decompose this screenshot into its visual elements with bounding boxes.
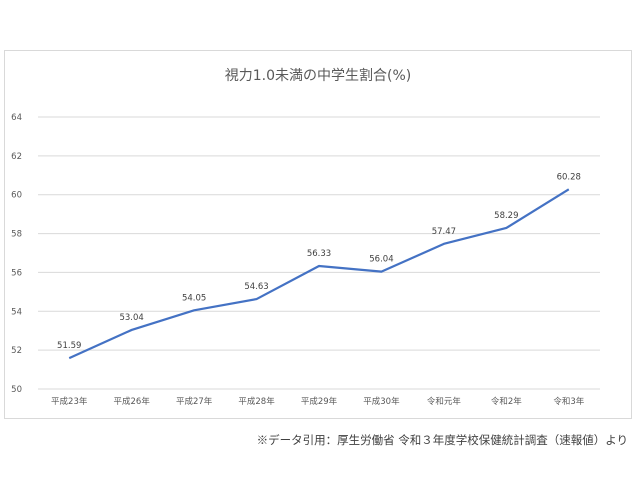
data-label: 53.04	[119, 313, 143, 323]
y-tick-label: 62	[11, 152, 22, 162]
y-tick-label: 60	[11, 191, 22, 201]
data-label: 51.59	[57, 341, 81, 351]
y-tick-label: 58	[11, 230, 22, 240]
data-label: 58.29	[494, 211, 518, 221]
x-axis-tick-labels: 平成23年 平成26年 平成27年 平成28年 平成29年 平成30年 令和元年 令和2年 令和…	[51, 396, 585, 407]
y-tick-label: 54	[11, 307, 22, 317]
y-tick-label: 50	[11, 385, 22, 395]
chart-frame	[4, 50, 632, 419]
x-tick-label: 平成29年	[301, 396, 338, 407]
x-tick-label: 令和2年	[491, 396, 522, 407]
y-tick-label: 52	[11, 346, 22, 356]
x-tick-label: 平成30年	[363, 396, 400, 407]
x-tick-label: 令和元年	[427, 396, 462, 407]
gridlines	[38, 116, 600, 390]
x-tick-label: 平成27年	[176, 396, 213, 407]
data-label: 56.33	[307, 249, 331, 259]
chart-title: 視力1.0未満の中学生割合(%)	[224, 68, 412, 84]
x-tick-label: 平成26年	[114, 396, 151, 407]
data-label: 57.47	[432, 227, 456, 237]
data-label: 60.28	[557, 172, 581, 182]
source-note: ※データ引用：厚生労働省 令和３年度学校保健統計調査（速報値）より	[256, 433, 628, 447]
x-tick-label: 平成28年	[238, 396, 275, 407]
y-tick-label: 64	[11, 113, 22, 123]
x-tick-label: 令和3年	[553, 396, 584, 407]
data-label: 54.05	[182, 293, 206, 303]
data-label: 54.63	[244, 282, 268, 292]
data-labels: 51.59 53.04 54.05 54.63 56.33 56.04 57.47 58.29…	[57, 172, 581, 359]
x-tick-label: 平成23年	[51, 396, 88, 407]
y-axis-tick-labels: 50 52 54 56 58 60 62 64	[11, 113, 22, 395]
y-tick-label: 56	[11, 268, 22, 278]
data-label: 56.04	[369, 255, 393, 265]
